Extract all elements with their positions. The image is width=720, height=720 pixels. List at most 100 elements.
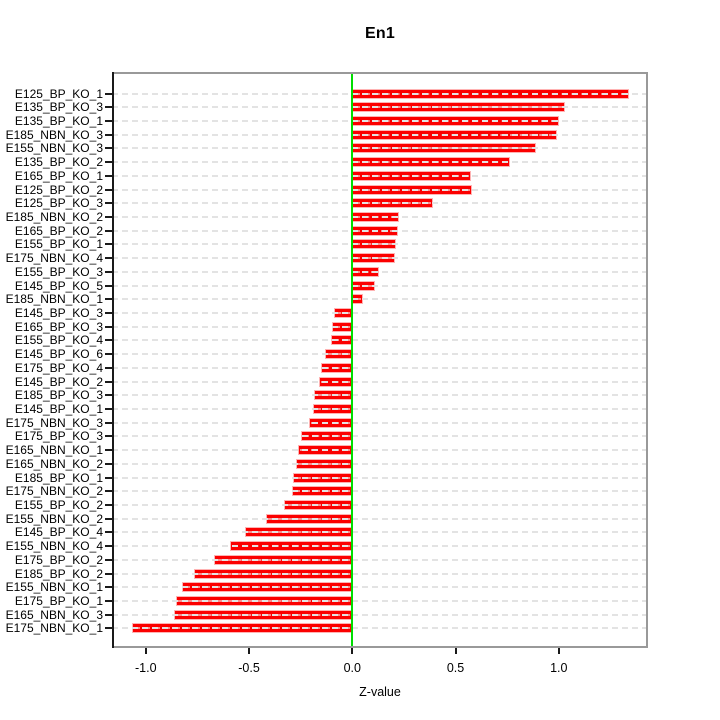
gridline [112, 325, 648, 328]
gridline [112, 92, 648, 95]
y-tick [105, 188, 112, 191]
x-tick-label: 0.0 [343, 661, 361, 675]
y-tick-label: E175_NBN_KO_4 [5, 251, 103, 266]
y-tick [105, 257, 112, 260]
gridline [112, 339, 648, 342]
gridline [112, 490, 648, 493]
y-tick-label: E185_BP_KO_3 [14, 388, 103, 403]
gridline [112, 449, 648, 452]
y-tick [105, 558, 112, 561]
y-tick [105, 298, 112, 301]
y-tick-label: E165_NBN_KO_1 [5, 443, 103, 458]
gridline [112, 147, 648, 150]
y-tick [105, 407, 112, 410]
y-tick-label: E175_NBN_KO_1 [5, 621, 103, 636]
gridline [112, 284, 648, 287]
y-tick [105, 435, 112, 438]
gridline [112, 558, 648, 561]
gridline [112, 599, 648, 602]
y-tick [105, 339, 112, 342]
y-tick-label: E165_BP_KO_2 [14, 223, 103, 238]
y-tick [105, 161, 112, 164]
y-tick-label: E135_BP_KO_2 [14, 155, 103, 170]
y-tick [105, 325, 112, 328]
y-tick-label: E155_NBN_KO_4 [5, 539, 103, 554]
y-tick-label: E155_BP_KO_1 [14, 237, 103, 252]
gridline [112, 380, 648, 383]
y-tick-label: E165_NBN_KO_2 [5, 456, 103, 471]
y-tick-label: E175_BP_KO_3 [14, 429, 103, 444]
y-tick [105, 133, 112, 136]
y-tick-label: E185_BP_KO_2 [14, 566, 103, 581]
zero-line [351, 72, 354, 648]
y-tick [105, 517, 112, 520]
y-tick-label: E185_NBN_KO_2 [5, 209, 103, 224]
y-tick-label: E125_BP_KO_3 [14, 196, 103, 211]
x-tick [144, 648, 147, 654]
y-tick [105, 476, 112, 479]
y-tick-label: E135_BP_KO_1 [14, 113, 103, 128]
x-tick [454, 648, 457, 654]
y-tick-label: E125_BP_KO_1 [14, 86, 103, 101]
y-tick-label: E155_BP_KO_2 [14, 497, 103, 512]
y-tick [105, 92, 112, 95]
y-tick-label: E155_BP_KO_3 [14, 264, 103, 279]
gridline [112, 257, 648, 260]
y-tick [105, 147, 112, 150]
plot-area [112, 72, 648, 648]
x-tick [248, 648, 251, 654]
y-tick-label: E145_BP_KO_1 [14, 401, 103, 416]
gridline [112, 421, 648, 424]
x-tick-label: -0.5 [238, 661, 260, 675]
y-tick-label: E145_BP_KO_5 [14, 278, 103, 293]
y-tick-label: E145_BP_KO_4 [14, 525, 103, 540]
y-tick [105, 215, 112, 218]
gridline [112, 545, 648, 548]
gridline [112, 517, 648, 520]
y-tick [105, 586, 112, 589]
y-tick [105, 380, 112, 383]
y-axis-line [112, 72, 114, 648]
y-tick-label: E185_NBN_KO_1 [5, 292, 103, 307]
y-tick [105, 174, 112, 177]
gridline [112, 586, 648, 589]
y-tick [105, 421, 112, 424]
gridline [112, 270, 648, 273]
y-tick-label: E145_BP_KO_3 [14, 305, 103, 320]
gridline [112, 435, 648, 438]
y-tick [105, 284, 112, 287]
y-tick-label: E185_NBN_KO_3 [5, 127, 103, 142]
gridline [112, 462, 648, 465]
y-tick [105, 270, 112, 273]
y-tick-label: E175_BP_KO_1 [14, 593, 103, 608]
gridline [112, 627, 648, 630]
gridline [112, 215, 648, 218]
gridline [112, 298, 648, 301]
y-tick-label: E145_BP_KO_2 [14, 374, 103, 389]
y-tick-label: E165_NBN_KO_3 [5, 607, 103, 622]
gridline [112, 311, 648, 314]
y-tick-label: E185_BP_KO_1 [14, 470, 103, 485]
y-tick [105, 202, 112, 205]
chart-title: En1 [365, 25, 395, 42]
x-tick-label: 1.0 [550, 661, 568, 675]
gridline [112, 353, 648, 356]
y-tick [105, 449, 112, 452]
y-tick [105, 462, 112, 465]
y-tick-label: E165_BP_KO_1 [14, 168, 103, 183]
y-tick [105, 627, 112, 630]
gridline [112, 106, 648, 109]
x-tick [557, 648, 560, 654]
gridline [112, 202, 648, 205]
y-tick [105, 311, 112, 314]
y-tick [105, 545, 112, 548]
y-tick-label: E175_BP_KO_2 [14, 552, 103, 567]
y-tick-label: E155_NBN_KO_3 [5, 141, 103, 156]
gridline [112, 503, 648, 506]
gridline [112, 366, 648, 369]
gridline [112, 119, 648, 122]
y-tick [105, 119, 112, 122]
y-tick-label: E175_BP_KO_4 [14, 360, 103, 375]
gridline [112, 531, 648, 534]
y-tick-label: E175_NBN_KO_3 [5, 415, 103, 430]
